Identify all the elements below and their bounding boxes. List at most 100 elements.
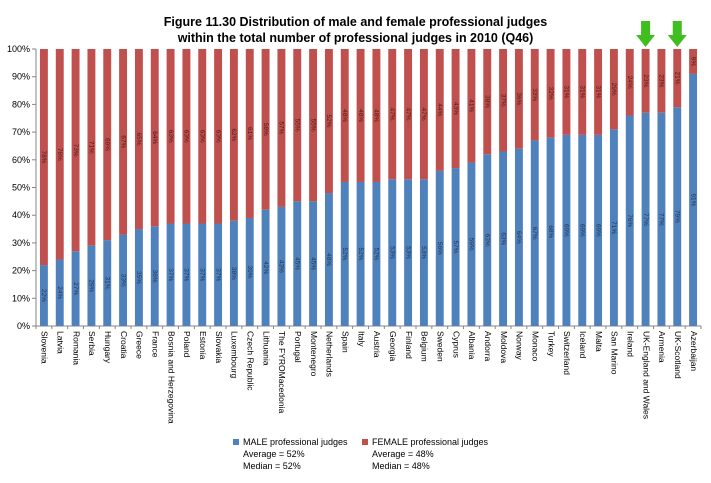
data-label-male: 68% [547, 225, 554, 238]
y-tick-label: 40% [12, 210, 30, 220]
data-label-female: 37% [499, 94, 506, 107]
data-label-female: 9% [689, 57, 696, 67]
bar-male [499, 151, 508, 326]
x-tick-label: Armenia [657, 331, 667, 363]
x-tick-label: Albania [467, 331, 477, 360]
data-label-male: 52% [341, 247, 348, 260]
bar-male [150, 226, 159, 326]
data-label-female: 57% [278, 121, 285, 134]
legend-male-average: Average = 52% [243, 449, 305, 459]
x-tick-label: Turkey [546, 331, 556, 357]
data-label-male: 56% [436, 242, 443, 255]
bar-female [198, 49, 207, 224]
bar-female [277, 49, 286, 207]
bar-male [419, 179, 428, 326]
bar-male [55, 259, 64, 326]
bar-female [609, 49, 618, 130]
data-label-female: 43% [452, 102, 459, 115]
bar-male [514, 148, 523, 326]
x-tick-label: Latvia [56, 331, 66, 354]
data-label-female: 65% [135, 133, 142, 146]
data-label-male: 31% [104, 277, 111, 290]
x-tick-label: Sweden [436, 331, 446, 362]
bar-male [293, 201, 302, 326]
bar-male [261, 209, 270, 326]
bar-male [483, 154, 492, 326]
bar-male [87, 245, 96, 326]
bar-female [657, 49, 666, 113]
data-label-female: 64% [151, 131, 158, 144]
bar-female [451, 49, 460, 169]
data-label-male: 36% [151, 270, 158, 283]
bar-male [166, 223, 175, 326]
data-label-male: 24% [56, 286, 63, 299]
data-label-female: 55% [294, 119, 301, 132]
legend-male-swatch [233, 439, 239, 445]
chart-title-line-1: Figure 11.30 Distribution of male and fe… [163, 15, 548, 29]
data-label-female: 52% [325, 115, 332, 128]
y-tick-label: 0% [17, 321, 30, 331]
bar-male [214, 223, 223, 326]
bar-male [340, 181, 349, 326]
chart-title-line-2: within the total number of professional … [177, 31, 534, 45]
data-label-male: 59% [468, 238, 475, 251]
data-label-male: 35% [135, 271, 142, 284]
data-label-female: 23% [642, 74, 649, 87]
x-tick-label: France [151, 331, 161, 358]
bar-female [293, 49, 302, 202]
bar-female [625, 49, 634, 116]
highlight-arrow-icon [667, 21, 687, 47]
bar-female [340, 49, 349, 182]
bar-male [229, 220, 238, 326]
bar-female [404, 49, 413, 180]
data-label-female: 47% [389, 108, 396, 121]
data-label-female: 58% [262, 123, 269, 136]
data-label-male: 43% [278, 260, 285, 273]
x-tick-label: Estonia [198, 331, 208, 360]
x-tick-label: Belgium [420, 331, 430, 362]
data-label-female: 48% [373, 109, 380, 122]
data-label-female: 71% [88, 141, 95, 154]
legend-female-median: Median = 48% [372, 461, 430, 471]
y-tick-label: 50% [12, 183, 30, 193]
x-tick-label: Portugal [293, 331, 303, 363]
data-label-female: 76% [56, 148, 63, 161]
data-label-female: 33% [531, 88, 538, 101]
bar-male [578, 134, 587, 326]
y-tick-label: 30% [12, 238, 30, 248]
data-label-male: 37% [183, 268, 190, 281]
legend-female: FEMALE professional judges Average = 48%… [362, 436, 488, 472]
bar-male [372, 181, 381, 326]
bar-female [388, 49, 397, 180]
data-label-female: 55% [309, 119, 316, 132]
bar-female [245, 49, 254, 218]
data-label-male: 22% [40, 289, 47, 302]
data-label-female: 29% [610, 83, 617, 96]
bar-female [499, 49, 508, 152]
data-label-female: 67% [119, 135, 126, 148]
x-tick-label: Czech Republic [246, 331, 256, 391]
bar-male [404, 179, 413, 326]
x-tick-label: Spain [341, 331, 351, 353]
legend-female-label: FEMALE professional judges [372, 437, 489, 447]
bar-female [467, 49, 476, 163]
bar-female [71, 49, 80, 252]
bar-female [134, 49, 143, 230]
bar-male [356, 181, 365, 326]
data-label-female: 21% [674, 72, 681, 85]
x-tick-label: San Marino [610, 331, 620, 375]
x-tick-label: Norway [515, 331, 525, 361]
bar-female [309, 49, 318, 202]
data-label-male: 57% [452, 241, 459, 254]
bar-female [514, 49, 523, 149]
data-label-male: 77% [642, 213, 649, 226]
bar-male [182, 223, 191, 326]
data-label-male: 67% [531, 227, 538, 240]
x-tick-label: Ireland [626, 331, 636, 357]
bar-female [150, 49, 159, 227]
data-label-male: 37% [214, 268, 221, 281]
data-label-male: 52% [357, 247, 364, 260]
bar-female [546, 49, 555, 138]
legend-male-label: MALE professional judges [243, 437, 348, 447]
data-label-female: 24% [626, 76, 633, 89]
